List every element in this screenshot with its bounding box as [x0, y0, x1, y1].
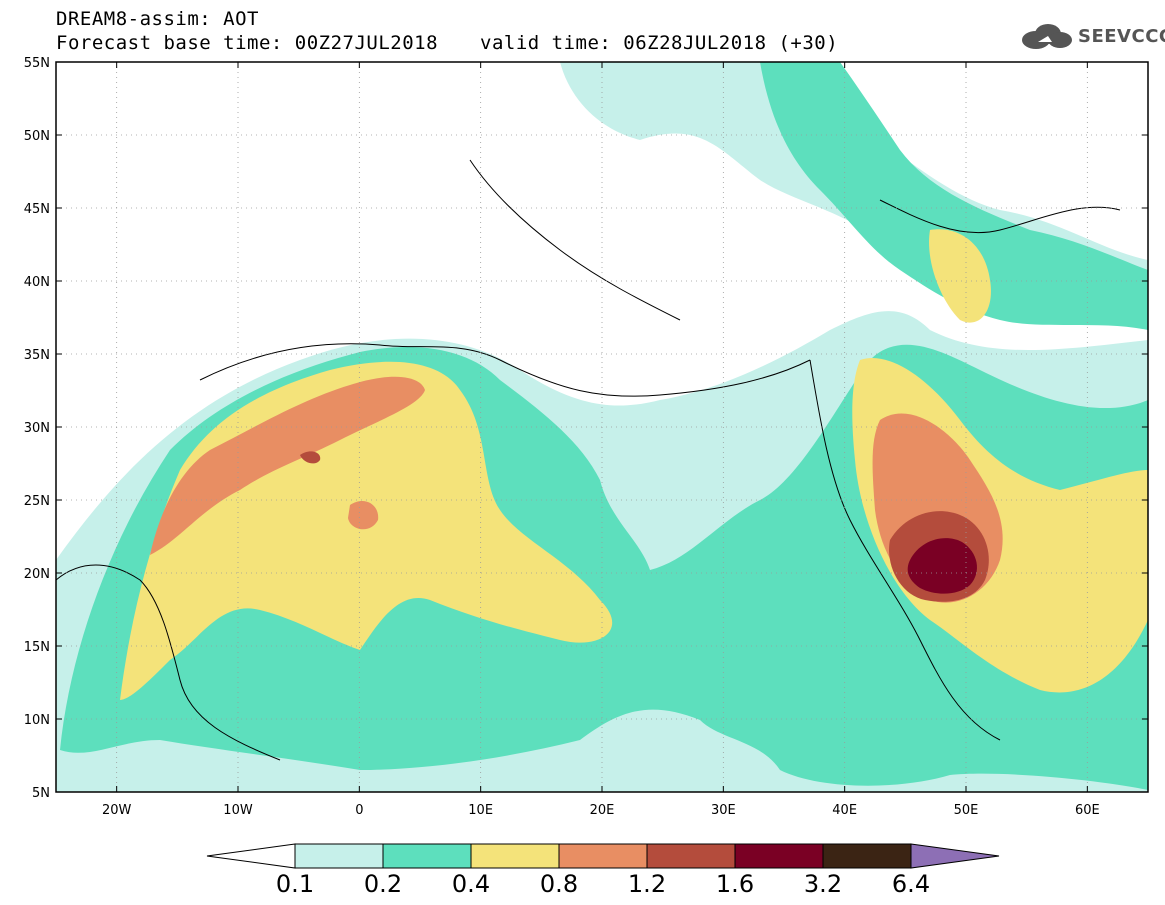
lat-label: 20N — [24, 567, 50, 582]
colorbar-label: 0.8 — [539, 870, 579, 898]
colorbar-swatch — [470, 843, 560, 869]
lon-label: 60E — [1075, 803, 1100, 818]
lon-label: 20W — [102, 803, 132, 818]
lon-label: 0 — [355, 803, 363, 818]
seevccc-logo: SEEVCCC — [1018, 22, 1165, 52]
lat-label: 30N — [24, 421, 50, 436]
coastlines — [56, 159, 1121, 761]
cloud-icon — [1022, 24, 1072, 49]
colorbar-label: 0.1 — [275, 870, 315, 898]
colorbar-label: 6.4 — [891, 870, 931, 898]
aot-contour-0.8 — [150, 376, 425, 555]
axis-ticks: 55N 50N 45N 40N 35N 30N 25N 20N 15N 10N 5N 20W 10W 0 1… — [24, 56, 1148, 818]
lon-label: 10E — [468, 803, 493, 818]
base-time-label: Forecast base time: 00Z27JUL2018 — [56, 32, 439, 54]
lat-label: 5N — [32, 786, 50, 801]
colorbar-label: 3.2 — [803, 870, 843, 898]
colorbar-swatch — [294, 843, 384, 869]
colorbar-label: 0.2 — [363, 870, 403, 898]
lat-label: 10N — [24, 713, 50, 728]
lon-label: 10W — [223, 803, 253, 818]
colorbar-over-triangle — [910, 843, 1000, 869]
colorbar-label: 1.6 — [715, 870, 755, 898]
lat-label: 55N — [24, 56, 50, 71]
lon-label: 50E — [954, 803, 979, 818]
colorbar-swatch — [734, 843, 824, 869]
colorbar-under-triangle — [206, 843, 296, 869]
graticule — [56, 62, 1148, 792]
lat-label: 40N — [24, 275, 50, 290]
colorbar-swatch — [382, 843, 472, 869]
colorbar-label: 0.4 — [451, 870, 491, 898]
lat-label: 45N — [24, 202, 50, 217]
valid-time-label: valid time: 06Z28JUL2018 (+30) — [480, 32, 839, 54]
colorbar — [206, 843, 1000, 869]
colorbar-swatch — [646, 843, 736, 869]
colorbar-swatch — [558, 843, 648, 869]
lon-label: 20E — [590, 803, 615, 818]
colorbar-swatch — [822, 843, 912, 869]
colorbar-label: 1.2 — [627, 870, 667, 898]
lon-label: 30E — [711, 803, 736, 818]
map-title: DREAM8-assim: AOT — [56, 8, 259, 30]
lon-label: 40E — [832, 803, 857, 818]
lat-label: 15N — [24, 640, 50, 655]
lat-label: 50N — [24, 129, 50, 144]
lat-label: 25N — [24, 494, 50, 509]
logo-text: SEEVCCC — [1078, 26, 1165, 47]
aot-contour-1.6 — [907, 538, 977, 594]
lat-label: 35N — [24, 348, 50, 363]
